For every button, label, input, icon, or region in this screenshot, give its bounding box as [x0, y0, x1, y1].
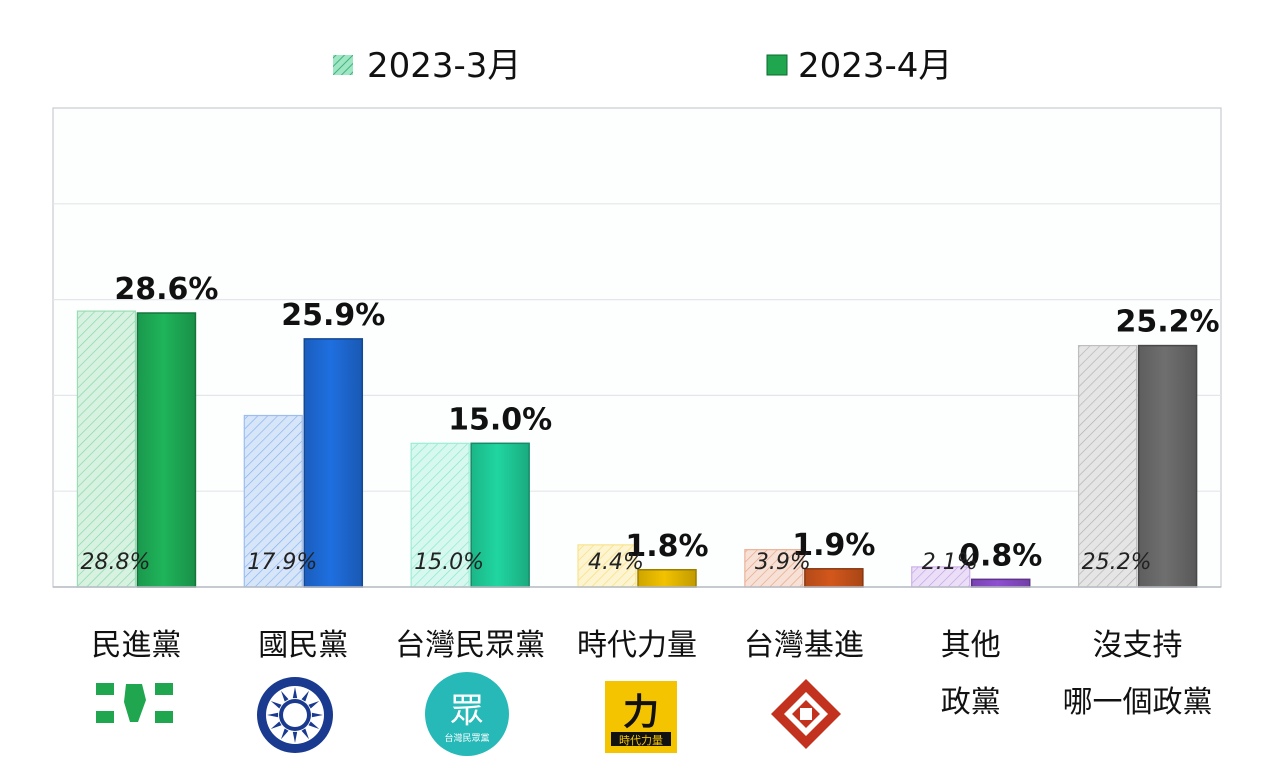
bar-march	[76, 310, 137, 588]
gridlines	[53, 203, 1221, 492]
legend-label-april: 2023-4月	[798, 46, 952, 86]
bar-april	[970, 578, 1031, 588]
bar-april	[637, 569, 697, 588]
bar-march	[410, 442, 470, 588]
bar-april	[1137, 344, 1198, 588]
value-label-march: 4.4%	[588, 550, 644, 575]
bar-march	[744, 549, 804, 588]
value-label-april: 15.0%	[448, 402, 552, 437]
tsp-logo	[771, 679, 841, 749]
npp-logo-sub: 時代力量	[619, 734, 663, 747]
legend-swatch-march	[333, 55, 353, 75]
value-label-april: 1.8%	[625, 529, 708, 564]
bar-april	[470, 442, 530, 588]
category-label: 民進黨	[91, 628, 181, 663]
value-label-march: 28.8%	[80, 550, 150, 575]
legend-item-march: 2023-3月	[333, 46, 521, 86]
tpp-logo-sub: 台灣民眾黨	[444, 732, 489, 744]
category-label: 時代力量	[577, 628, 697, 663]
tpp-logo: 眾 台灣民眾黨	[425, 672, 509, 756]
value-label-april: 28.6%	[114, 272, 218, 307]
value-label-april: 0.8%	[959, 538, 1042, 573]
bar-march	[1077, 344, 1138, 588]
category-label: 哪一個政黨	[1063, 685, 1213, 720]
value-label-march: 17.9%	[247, 550, 317, 575]
legend-swatch-april	[766, 54, 788, 76]
plot-area	[52, 107, 1222, 588]
value-label-april: 1.9%	[792, 528, 875, 563]
legend-item-april: 2023-4月	[766, 46, 952, 86]
bar-april	[136, 312, 197, 588]
tpp-logo-char: 眾	[450, 691, 484, 731]
logos: 眾 台灣民眾黨 力 時代力量	[96, 672, 841, 756]
legend: 2023-3月 2023-4月	[333, 46, 952, 86]
value-label-march: 25.2%	[1082, 550, 1152, 575]
dpp-logo	[96, 683, 173, 723]
category-label: 政黨	[941, 685, 1001, 720]
npp-logo-char: 力	[623, 692, 659, 733]
value-label-march: 15.0%	[414, 550, 484, 575]
kmt-logo	[257, 677, 333, 753]
category-label: 台灣基進	[744, 628, 864, 663]
npp-logo: 力 時代力量	[605, 681, 677, 753]
value-label-march: 2.1%	[922, 550, 978, 575]
bar-april	[303, 338, 364, 588]
value-label-april: 25.9%	[281, 298, 385, 333]
value-label-april: 25.2%	[1116, 305, 1220, 340]
legend-label-march: 2023-3月	[367, 46, 521, 86]
category-label: 台灣民眾黨	[395, 628, 545, 663]
bar-april	[804, 568, 864, 588]
category-label: 沒支持	[1093, 628, 1183, 663]
category-label: 國民黨	[258, 628, 348, 663]
value-label-march: 3.9%	[755, 550, 811, 575]
category-label: 其他	[941, 628, 1001, 663]
